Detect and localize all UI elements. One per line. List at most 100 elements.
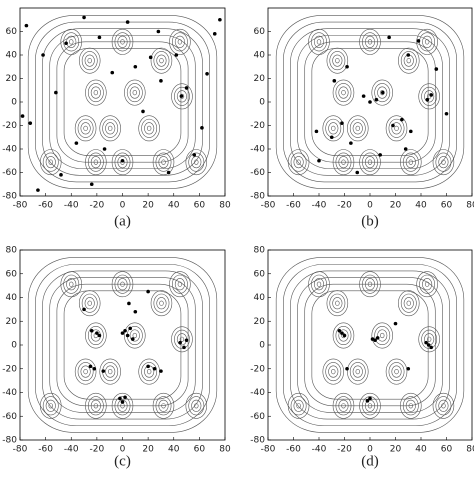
- contour-line: [85, 322, 107, 349]
- point: [317, 158, 321, 163]
- point: [95, 331, 99, 335]
- point: [128, 326, 132, 331]
- point: [123, 328, 127, 333]
- panel: -80 -60 -40 -20 0 20 40 60 80 -80 -60 -40 -20 0 20 40 60…: [2, 246, 231, 470]
- contour-line: [159, 300, 164, 306]
- point: [141, 109, 145, 114]
- contour-line: [185, 149, 208, 176]
- point: [340, 121, 344, 125]
- contour-line: [111, 271, 134, 298]
- caption: (d): [361, 453, 379, 469]
- contour-line: [161, 159, 166, 165]
- contour-line: [400, 149, 422, 176]
- contour-line: [114, 274, 131, 294]
- y-tick-label: 40: [254, 293, 266, 303]
- contour-line: [402, 152, 419, 172]
- contour-line: [388, 362, 405, 382]
- x-tick-label: 20: [390, 201, 402, 211]
- x-tick-label: 60: [194, 201, 206, 211]
- y-tick-label: 0: [11, 341, 17, 351]
- contour-line: [335, 396, 352, 416]
- contour-line: [111, 28, 134, 55]
- x-tick-label: -80: [261, 445, 276, 455]
- contour-line: [87, 58, 92, 64]
- contour-line: [290, 396, 307, 416]
- point: [133, 64, 138, 69]
- y-tick-label: -80: [250, 192, 265, 202]
- contour-line: [432, 392, 455, 419]
- point: [130, 337, 135, 341]
- contour-line: [374, 83, 391, 103]
- contour-line: [150, 47, 173, 74]
- contour-line: [80, 365, 91, 378]
- contour-line: [388, 118, 405, 138]
- contour-line: [391, 365, 402, 378]
- point: [159, 369, 163, 373]
- point: [54, 90, 58, 95]
- contour-line: [385, 358, 408, 385]
- contour-line: [191, 399, 202, 412]
- contour-line: [87, 152, 104, 172]
- y-tick-label: -60: [2, 412, 17, 422]
- point: [166, 170, 171, 175]
- point: [424, 340, 428, 345]
- point: [88, 364, 93, 369]
- contour-line: [120, 39, 125, 45]
- contour-line: [90, 86, 101, 99]
- contour-line: [93, 89, 99, 96]
- y-tick-label: 0: [259, 341, 265, 351]
- contour-line: [416, 28, 438, 55]
- point: [174, 53, 179, 57]
- contour-line: [424, 90, 435, 103]
- contour-line: [66, 35, 77, 48]
- x-tick-label: 80: [219, 445, 231, 455]
- caption: (b): [361, 213, 379, 229]
- contour-line: [63, 32, 80, 52]
- contour-line: [364, 35, 376, 48]
- contour-line: [282, 21, 457, 183]
- contour-line: [171, 32, 188, 52]
- contour-line: [87, 83, 104, 103]
- x-tick-label: 0: [120, 201, 126, 211]
- contour-line: [155, 396, 172, 416]
- x-tick-label: -40: [312, 201, 327, 211]
- point: [212, 32, 217, 36]
- point: [380, 90, 385, 95]
- x-tick-label: -40: [312, 445, 327, 455]
- y-tick-label: 40: [6, 293, 18, 303]
- contour-line: [194, 403, 199, 409]
- contour-line: [391, 122, 402, 135]
- contour-line: [313, 278, 325, 291]
- point: [82, 307, 86, 312]
- contour-line: [27, 257, 218, 433]
- contour-line: [311, 32, 327, 52]
- contour-line: [129, 329, 140, 342]
- contour-line: [176, 90, 187, 103]
- contour-line: [335, 300, 340, 306]
- contour-line: [129, 86, 140, 99]
- contour-line: [87, 325, 104, 345]
- contours: [275, 15, 465, 189]
- contour-line: [42, 396, 59, 416]
- contour-line: [117, 156, 128, 169]
- contour-line: [304, 283, 436, 407]
- x-tick-label: 40: [415, 445, 427, 455]
- contour-line: [275, 257, 465, 433]
- point: [429, 93, 434, 97]
- contour-line: [380, 332, 385, 339]
- x-tick-label: 0: [367, 201, 373, 211]
- contour-line: [438, 399, 449, 412]
- contour-line: [332, 54, 343, 67]
- contour-line: [60, 28, 82, 55]
- contour-line: [99, 115, 121, 142]
- contour-line: [405, 399, 416, 412]
- contour-line: [63, 290, 182, 400]
- point: [387, 35, 391, 40]
- contour-line: [49, 34, 196, 170]
- contour-line: [347, 358, 369, 385]
- contour-line: [117, 399, 128, 412]
- y-tick-label: -60: [2, 168, 17, 178]
- contour-line: [177, 39, 183, 45]
- contour-line: [400, 51, 417, 71]
- contour-line: [45, 156, 56, 169]
